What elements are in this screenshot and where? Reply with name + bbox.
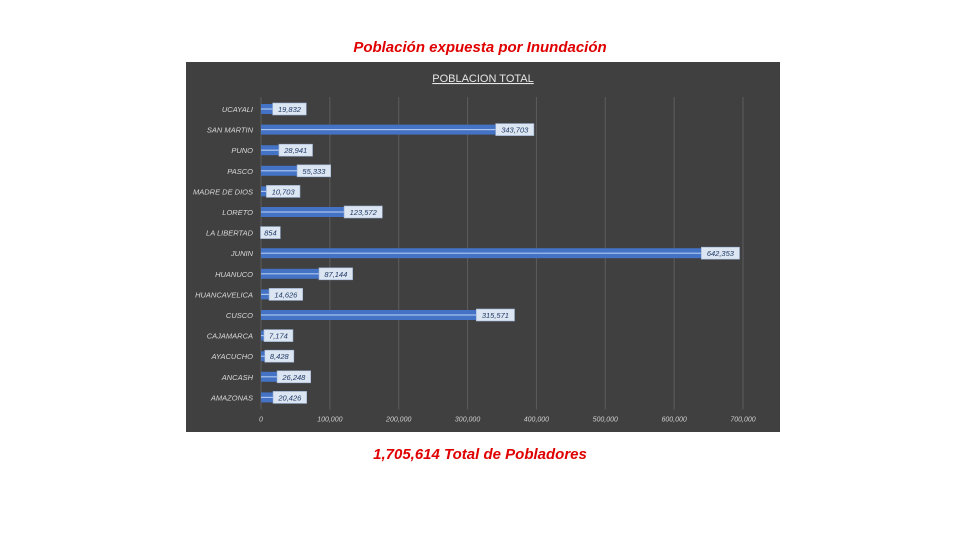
data-label: 14,626	[274, 290, 298, 299]
data-labels: 19,832 343,703 28,941 55,333 10,703 123,572 85…	[260, 102, 740, 404]
data-label: 854	[264, 229, 277, 238]
x-tick-label: 400,000	[524, 416, 549, 423]
data-label-box	[276, 370, 311, 384]
category-label: JUNIN	[230, 249, 254, 258]
bar-highlight	[261, 355, 267, 357]
data-label: 28,941	[283, 146, 307, 155]
slide-title: Población expuesta por Inundación	[353, 39, 607, 56]
category-label: UCAYALI	[222, 105, 253, 114]
bar-highlight	[261, 211, 347, 213]
data-label-box	[296, 164, 332, 178]
x-tick-label: 200,000	[385, 416, 411, 423]
data-label-box	[264, 349, 295, 363]
bar-highlight	[261, 396, 276, 398]
data-label-box	[495, 123, 535, 136]
category-label: ANCASH	[221, 373, 254, 382]
category-label: LA LIBERTAD	[206, 229, 254, 238]
bars	[261, 104, 704, 403]
x-tick-label: 700,000	[730, 416, 755, 423]
data-label-box	[260, 226, 281, 239]
bar-highlight	[261, 314, 479, 316]
data-label-box	[272, 391, 307, 404]
x-axis-tick-labels: 0 100,000 200,000 300,000 400,000 500,000 600,…	[259, 416, 756, 423]
category-label: HUANCAVELICA	[195, 290, 253, 299]
data-label-box	[475, 308, 515, 322]
data-label: 8,428	[270, 352, 290, 361]
bar-highlight	[261, 335, 266, 337]
data-label: 26,248	[281, 373, 306, 382]
bar-highlight	[261, 293, 272, 295]
data-label: 55,333	[302, 167, 326, 176]
data-label-box	[318, 267, 353, 281]
data-label: 19,832	[278, 105, 302, 114]
category-label: SAN MARTIN	[207, 126, 254, 135]
bar-highlight	[261, 190, 269, 192]
data-label-box	[343, 205, 383, 219]
data-label-box	[272, 102, 307, 116]
x-tick-label: 600,000	[661, 416, 686, 423]
bar-highlight	[261, 376, 280, 378]
chart-panel: POBLACION TOTAL UCAYALI SAN MARTIN PUNO PAS…	[186, 62, 780, 432]
category-label: LORETO	[222, 208, 253, 217]
category-label: AMAZONAS	[210, 393, 253, 402]
category-label: AYACUCHO	[210, 352, 253, 361]
bar-highlight	[261, 129, 498, 131]
data-label: 87,144	[324, 270, 347, 279]
data-label-box	[263, 329, 294, 342]
category-labels: UCAYALI SAN MARTIN PUNO PASCO MADRE DE DIOS L…	[193, 105, 254, 402]
category-label: PASCO	[227, 167, 253, 176]
data-label-box	[268, 288, 303, 301]
total-population-text: 1,705,614 Total de Pobladores	[373, 446, 587, 463]
x-tick-label: 500,000	[593, 416, 618, 423]
bar-highlight	[261, 149, 281, 151]
data-label-box	[266, 185, 301, 198]
data-label: 343,703	[501, 126, 529, 135]
chart-title: POBLACION TOTAL	[432, 73, 533, 85]
category-label: CUSCO	[226, 311, 253, 320]
x-tick-label: 0	[259, 416, 263, 423]
data-label: 642,353	[707, 249, 735, 258]
bar-highlight	[261, 170, 300, 172]
data-label: 7,174	[269, 332, 288, 341]
category-label: MADRE DE DIOS	[193, 187, 253, 196]
category-label: PUNO	[231, 146, 253, 155]
data-label-box	[278, 143, 313, 157]
x-tick-label: 100,000	[317, 416, 342, 423]
bar-chart: POBLACION TOTAL UCAYALI SAN MARTIN PUNO PAS…	[193, 73, 756, 423]
bar-highlight	[261, 273, 322, 275]
bar-highlight	[261, 108, 275, 110]
data-label: 20,426	[277, 393, 302, 402]
data-label: 10,703	[272, 187, 296, 196]
data-label: 315,571	[482, 311, 509, 320]
bar-highlight	[261, 252, 704, 254]
x-tick-label: 300,000	[455, 416, 480, 423]
category-label: CAJAMARCA	[207, 332, 253, 341]
data-label: 123,572	[350, 208, 378, 217]
data-label-box	[701, 246, 740, 260]
category-label: HUANUCO	[215, 270, 253, 279]
